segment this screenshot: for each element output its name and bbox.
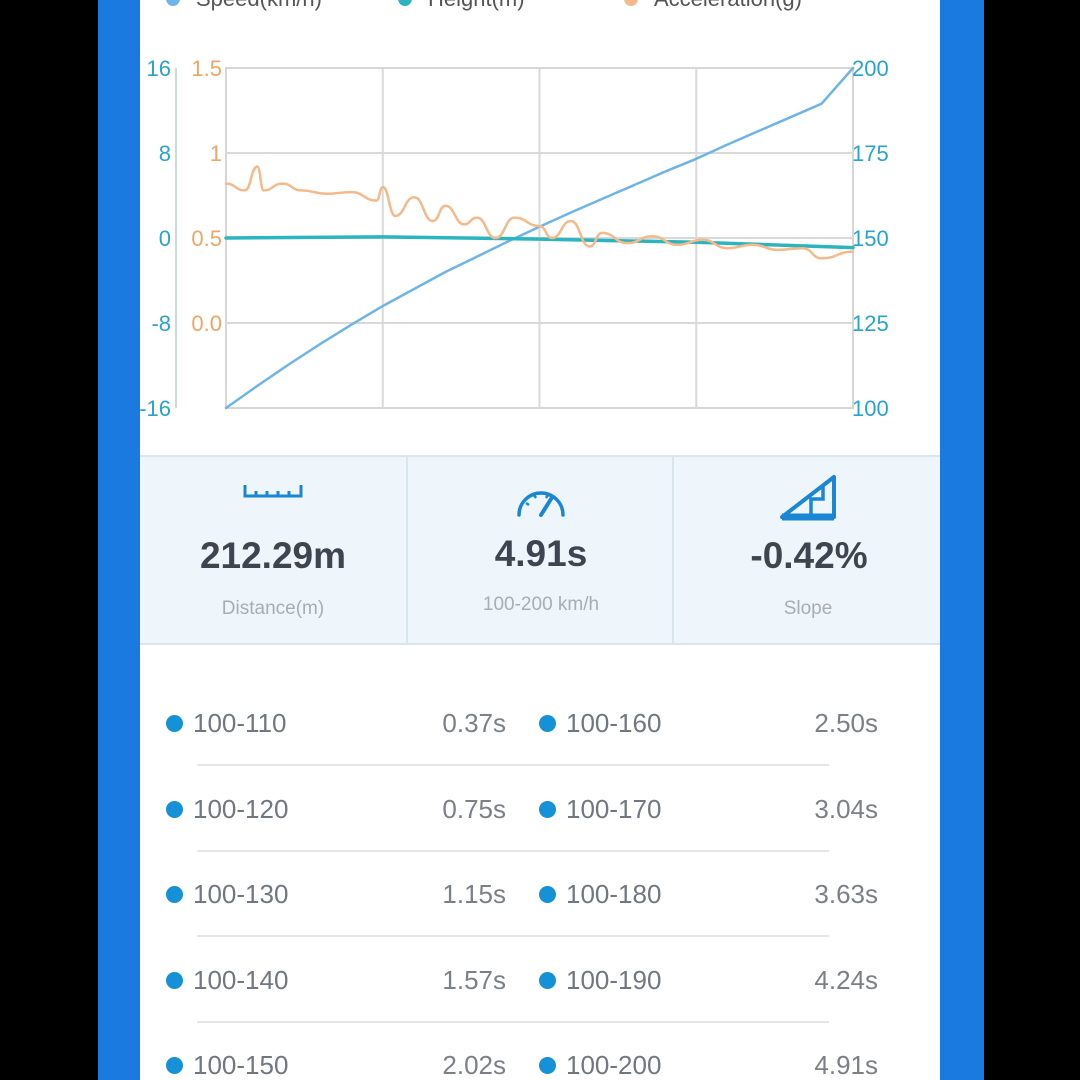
split-right-time: 3.04s: [814, 794, 878, 824]
split-range-label: 100-110: [193, 708, 287, 738]
split-range-label: 100-170: [566, 794, 662, 824]
stat-distance: 212.29m Distance(m): [140, 457, 408, 643]
split-left-time: 1.15s: [442, 879, 506, 909]
speed-tick-label: 100: [852, 396, 889, 421]
split-left-range: 100-120: [166, 794, 288, 825]
split-dot-icon: [166, 801, 183, 818]
split-right-range: 100-200: [539, 1050, 661, 1080]
speed-tick-label: 200: [852, 56, 889, 81]
split-right-time: 4.24s: [814, 965, 878, 995]
split-dot-icon: [539, 715, 556, 732]
chart-canvas: 16 8 0 -8 -16 1.5 1 0.5 0.0 200 175 150 125 100: [140, 56, 889, 421]
split-range-label: 100-180: [566, 879, 662, 909]
split-left-range: 100-110: [166, 708, 287, 739]
stat-time: 4.91s 100-200 km/h: [410, 457, 674, 643]
time-value: 4.91s: [494, 533, 588, 574]
split-left-time: 2.02s: [442, 1050, 506, 1080]
split-row: 100-150 2.02s 100-200 4.91s: [140, 1032, 940, 1080]
row-divider: [197, 1021, 829, 1023]
legend-acceleration-label: Acceleration(g): [654, 0, 802, 12]
chart-legend: Speed(km/h) Height(m) Acceleration(g): [140, 0, 940, 16]
split-left-range: 100-130: [166, 879, 288, 910]
speed-tick-label: 150: [852, 226, 889, 251]
summary-stats: 212.29m Distance(m) 4.91s 100-200 km/h: [140, 455, 940, 645]
split-right-range: 100-190: [539, 965, 661, 996]
split-right-time: 4.91s: [814, 1050, 878, 1080]
legend-speed[interactable]: Speed(km/h): [166, 0, 322, 12]
time-label: 100-200 km/h: [482, 594, 600, 615]
split-row: 100-130 1.15s 100-180 3.63s: [140, 861, 940, 947]
acceleration-series-line: [224, 165, 855, 260]
split-range-label: 100-200: [566, 1050, 662, 1080]
acceleration-tick-label: 0.5: [191, 226, 222, 251]
split-range-label: 100-190: [566, 965, 662, 995]
split-left-time: 0.75s: [442, 794, 506, 824]
stat-slope: -0.42% Slope: [676, 457, 940, 643]
split-right-range: 100-160: [539, 708, 661, 739]
split-right-range: 100-170: [539, 794, 661, 825]
row-divider: [197, 764, 829, 766]
height-tick-label: 8: [159, 141, 171, 166]
split-range-label: 100-130: [193, 879, 289, 909]
split-left-time: 1.57s: [442, 965, 506, 995]
split-range-label: 100-140: [193, 965, 289, 995]
row-divider: [197, 935, 829, 937]
distance-label: Distance(m): [221, 598, 325, 619]
split-row: 100-110 0.37s 100-160 2.50s: [140, 690, 940, 776]
height-tick-label: -8: [151, 311, 171, 336]
legend-acceleration[interactable]: Acceleration(g): [624, 0, 802, 12]
acceleration-tick-label: 1.5: [191, 56, 222, 81]
split-dot-icon: [539, 1057, 556, 1074]
split-dot-icon: [539, 801, 556, 818]
split-dot-icon: [166, 715, 183, 732]
acceleration-tick-label: 1: [210, 141, 222, 166]
performance-chart: 16 8 0 -8 -16 1.5 1 0.5 0.0 200 175 150 125 100: [140, 30, 940, 430]
legend-speed-dot: [166, 0, 180, 6]
split-left-time: 0.37s: [442, 708, 506, 738]
split-dot-icon: [166, 886, 183, 903]
slope-icon: [779, 473, 837, 526]
split-range-label: 100-150: [193, 1050, 289, 1080]
split-row: 100-140 1.57s 100-190 4.24s: [140, 947, 940, 1033]
split-row: 100-120 0.75s 100-170 3.04s: [140, 776, 940, 862]
split-left-range: 100-140: [166, 965, 288, 996]
split-dot-icon: [166, 972, 183, 989]
acceleration-tick-label: 0.0: [191, 311, 222, 336]
legend-speed-label: Speed(km/h): [196, 0, 322, 12]
height-tick-label: 0: [159, 226, 171, 251]
split-left-range: 100-150: [166, 1050, 288, 1080]
legend-height[interactable]: Height(m): [398, 0, 525, 12]
split-range-label: 100-120: [193, 794, 289, 824]
height-tick-label: 16: [147, 56, 171, 81]
split-dot-icon: [539, 972, 556, 989]
legend-acceleration-dot: [624, 0, 638, 6]
speed-tick-label: 175: [852, 141, 889, 166]
app-screen: Speed(km/h) Height(m) Acceleration(g) 16…: [140, 0, 940, 1080]
legend-height-label: Height(m): [428, 0, 525, 12]
slope-value: -0.42%: [750, 535, 868, 576]
speed-tick-label: 125: [852, 311, 889, 336]
height-tick-label: -16: [140, 396, 171, 421]
split-dot-icon: [166, 1057, 183, 1074]
distance-value: 212.29m: [199, 535, 347, 576]
split-right-time: 2.50s: [814, 708, 878, 738]
split-range-label: 100-160: [566, 708, 662, 738]
split-right-time: 3.63s: [814, 879, 878, 909]
ruler-icon: [243, 481, 303, 506]
row-divider: [197, 850, 829, 852]
split-dot-icon: [539, 886, 556, 903]
legend-height-dot: [398, 0, 412, 6]
speedometer-icon: [514, 479, 568, 524]
slope-label: Slope: [783, 598, 833, 619]
split-right-range: 100-180: [539, 879, 661, 910]
